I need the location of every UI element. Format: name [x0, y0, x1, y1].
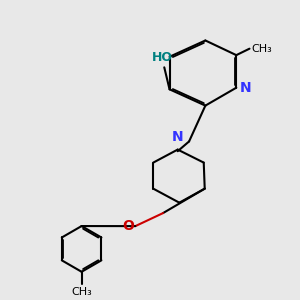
- Text: HO: HO: [152, 51, 173, 64]
- Text: N: N: [240, 81, 251, 95]
- Text: O: O: [122, 219, 134, 233]
- Text: N: N: [172, 130, 184, 144]
- Text: CH₃: CH₃: [251, 44, 272, 54]
- Text: CH₃: CH₃: [71, 287, 92, 297]
